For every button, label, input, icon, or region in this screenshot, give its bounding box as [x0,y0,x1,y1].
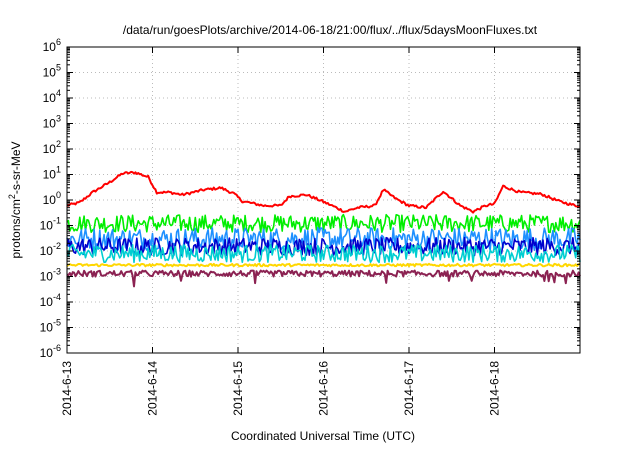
x-tick-label: 2014-6-14 [146,361,160,416]
x-axis-label: Coordinated Universal Time (UTC) [231,429,415,443]
x-tick-labels: 2014-6-13 2014-6-14 2014-6-15 2014-6-16 2014… [60,47,502,416]
series-line [66,243,581,264]
series-line [66,269,581,288]
y-axis-label-suffix: -s-sr-MeV [9,141,23,194]
series-line [66,213,581,234]
y-tick-label: 103 [43,114,61,131]
y-tick-label: 10-4 [40,292,61,309]
y-tick-label: 100 [43,190,61,207]
x-tick-label: 2014-6-13 [60,361,74,416]
x-tick-label: 2014-6-17 [402,361,416,416]
y-tick-label: 101 [43,165,61,182]
y-tick-label: 10-2 [40,241,61,258]
y-tick-label: 10-1 [40,216,61,233]
y-tick-label: 10-3 [40,267,61,284]
y-axis-label-superscript: 2 [7,194,17,199]
x-tick-label: 2014-6-15 [231,361,245,416]
y-tick-label: 102 [43,139,61,156]
series-line [66,170,581,214]
series-group [66,170,581,288]
y-tick-label: 105 [43,63,61,80]
series-line [66,262,581,268]
y-tick-label: 10-6 [40,343,61,360]
y-tick-label: 10-5 [40,318,61,335]
plot-frame [66,46,581,354]
x-tick-label: 2014-6-16 [317,361,331,416]
y-tick-label: 106 [43,37,61,54]
y-tick-label: 104 [43,88,61,105]
chart-title: /data/run/goesPlots/archive/2014-06-18/2… [123,23,538,37]
x-tick-label: 2014-6-18 [488,361,502,416]
y-axis-label: protons/cm2-s-sr-MeV [7,141,23,258]
y-axis-label-base: protons/cm [9,199,23,258]
